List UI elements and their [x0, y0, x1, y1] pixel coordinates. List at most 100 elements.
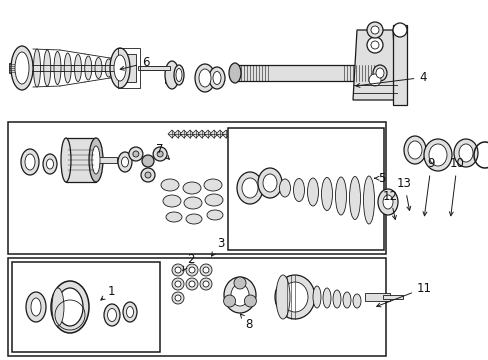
Polygon shape — [168, 130, 176, 138]
Circle shape — [185, 264, 198, 276]
Ellipse shape — [237, 172, 263, 204]
Ellipse shape — [123, 302, 137, 322]
Text: 8: 8 — [240, 314, 253, 330]
Text: 13: 13 — [396, 177, 411, 210]
Circle shape — [392, 23, 406, 37]
Circle shape — [366, 37, 382, 53]
Ellipse shape — [274, 275, 314, 319]
Ellipse shape — [279, 179, 290, 197]
Ellipse shape — [363, 176, 374, 224]
Circle shape — [200, 278, 212, 290]
Circle shape — [175, 267, 181, 273]
Ellipse shape — [105, 59, 112, 77]
Ellipse shape — [114, 55, 126, 81]
Ellipse shape — [11, 46, 33, 90]
Bar — [12, 262, 160, 352]
Ellipse shape — [43, 50, 51, 86]
Circle shape — [141, 168, 155, 182]
Ellipse shape — [228, 63, 241, 83]
Text: 10: 10 — [448, 157, 464, 216]
Ellipse shape — [183, 182, 201, 194]
Text: 3: 3 — [211, 237, 224, 256]
Circle shape — [370, 41, 378, 49]
Circle shape — [172, 278, 183, 290]
Bar — [8, 258, 385, 356]
Ellipse shape — [46, 159, 53, 169]
Ellipse shape — [263, 174, 276, 192]
Circle shape — [203, 281, 208, 287]
Text: 7: 7 — [155, 143, 169, 159]
Circle shape — [129, 147, 142, 161]
Ellipse shape — [372, 65, 386, 81]
Ellipse shape — [377, 189, 397, 215]
Bar — [9, 63, 22, 73]
Ellipse shape — [332, 290, 340, 308]
Circle shape — [203, 267, 208, 273]
Ellipse shape — [323, 288, 330, 308]
Ellipse shape — [293, 179, 304, 202]
Circle shape — [366, 22, 382, 38]
Ellipse shape — [242, 178, 258, 198]
Text: 12: 12 — [382, 190, 397, 220]
Ellipse shape — [403, 136, 425, 164]
Ellipse shape — [352, 294, 360, 308]
Bar — [164, 67, 179, 83]
Ellipse shape — [307, 178, 318, 206]
Circle shape — [185, 278, 198, 290]
Ellipse shape — [176, 68, 182, 81]
Circle shape — [189, 281, 195, 287]
Text: 4: 4 — [355, 71, 426, 87]
Polygon shape — [203, 130, 212, 138]
Circle shape — [234, 277, 245, 289]
Circle shape — [133, 151, 139, 157]
Polygon shape — [222, 130, 229, 138]
Polygon shape — [352, 30, 396, 100]
Ellipse shape — [121, 157, 128, 167]
Polygon shape — [216, 130, 224, 138]
Ellipse shape — [15, 52, 29, 84]
Ellipse shape — [164, 61, 179, 89]
Polygon shape — [185, 130, 194, 138]
Ellipse shape — [118, 152, 132, 172]
Ellipse shape — [203, 179, 222, 191]
Ellipse shape — [161, 179, 179, 191]
Ellipse shape — [458, 144, 472, 162]
Ellipse shape — [204, 194, 223, 206]
Polygon shape — [209, 130, 218, 138]
Bar — [66, 138, 96, 182]
Ellipse shape — [95, 58, 102, 78]
Ellipse shape — [335, 177, 346, 215]
Circle shape — [153, 147, 167, 161]
Circle shape — [368, 74, 380, 86]
Circle shape — [200, 264, 212, 276]
Bar — [235, 65, 379, 81]
Polygon shape — [198, 130, 205, 138]
Ellipse shape — [165, 212, 182, 222]
Ellipse shape — [92, 146, 100, 174]
Text: 1: 1 — [101, 285, 115, 300]
Bar — [138, 66, 168, 70]
Bar — [118, 48, 140, 88]
Ellipse shape — [25, 154, 35, 170]
Circle shape — [244, 295, 256, 307]
Text: 11: 11 — [376, 282, 431, 307]
Text: 6: 6 — [120, 57, 149, 70]
Ellipse shape — [230, 284, 248, 306]
Ellipse shape — [104, 304, 120, 326]
Ellipse shape — [206, 210, 223, 220]
Text: 5: 5 — [374, 172, 385, 185]
Bar — [8, 122, 385, 254]
Ellipse shape — [342, 292, 350, 308]
Ellipse shape — [126, 306, 133, 318]
Polygon shape — [174, 130, 182, 138]
Circle shape — [189, 267, 195, 273]
Ellipse shape — [43, 154, 57, 174]
Ellipse shape — [185, 214, 202, 224]
Ellipse shape — [349, 176, 360, 220]
Ellipse shape — [31, 298, 41, 316]
Ellipse shape — [174, 65, 183, 85]
Ellipse shape — [453, 139, 477, 167]
Ellipse shape — [199, 69, 210, 87]
Ellipse shape — [195, 64, 215, 92]
Ellipse shape — [89, 138, 103, 182]
